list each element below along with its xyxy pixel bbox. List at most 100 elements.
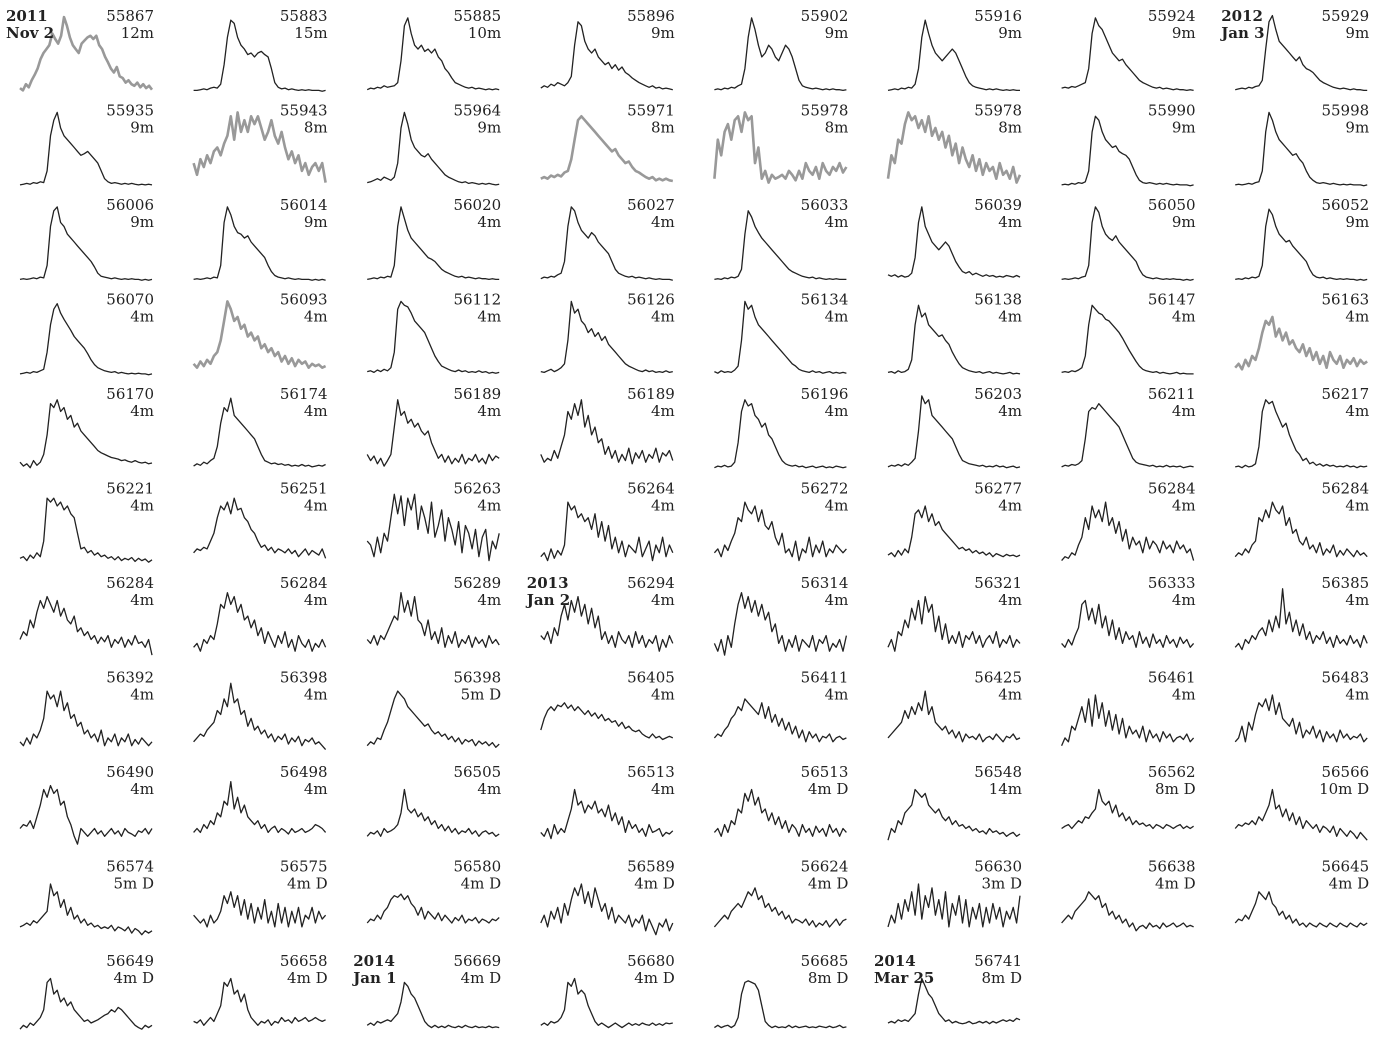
panel-duration-label: 4m bbox=[1345, 308, 1369, 326]
panel-date-day: Jan 2 bbox=[525, 591, 570, 609]
profile-line bbox=[713, 501, 847, 562]
panel-id-label: 56174 bbox=[280, 385, 328, 403]
panel-id-label: 56039 bbox=[974, 196, 1022, 214]
profile-line bbox=[887, 304, 1021, 375]
profile-line bbox=[366, 17, 500, 91]
panel-duration-label: 10m bbox=[468, 24, 501, 42]
panel-id-label: 55971 bbox=[627, 102, 675, 120]
profile-line bbox=[887, 505, 1021, 558]
profile-line bbox=[1061, 891, 1194, 932]
profile-line bbox=[887, 690, 1021, 743]
profile-line bbox=[713, 111, 848, 184]
profile-line bbox=[540, 501, 674, 562]
profile-line bbox=[540, 206, 673, 281]
panel-id-label: 55978 bbox=[801, 102, 849, 120]
profile-line bbox=[713, 887, 847, 928]
profile-line bbox=[713, 788, 847, 837]
panel-date-day: Jan 1 bbox=[351, 969, 396, 987]
profile-line bbox=[1061, 304, 1194, 375]
panel-id-label: 56513 bbox=[627, 763, 675, 781]
profile-line bbox=[887, 206, 1021, 278]
panel-id-label: 56052 bbox=[1321, 196, 1369, 214]
profile-line bbox=[367, 300, 500, 374]
profile-line bbox=[193, 497, 327, 559]
panel-duration-label: 4m bbox=[998, 686, 1022, 704]
profile-line bbox=[540, 21, 673, 91]
panel-id-label: 56314 bbox=[801, 574, 849, 592]
panel-id-label: 56217 bbox=[1321, 385, 1369, 403]
panel-id-label: 56741 bbox=[974, 952, 1022, 970]
panel-duration-label: 4m bbox=[998, 308, 1022, 326]
profile-line bbox=[1234, 501, 1368, 558]
panel-duration-label: 4m bbox=[130, 402, 154, 420]
profile-line bbox=[1061, 115, 1194, 187]
profile-line bbox=[886, 111, 1022, 184]
profile-line bbox=[19, 883, 153, 936]
panel-id-label: 56498 bbox=[280, 763, 328, 781]
panel-id-label: 56126 bbox=[627, 291, 675, 309]
profile-line bbox=[193, 781, 327, 835]
panel-duration-label: 4m D bbox=[1329, 875, 1370, 893]
profile-line bbox=[714, 399, 847, 469]
panel-duration-label: 14m bbox=[989, 780, 1022, 798]
profile-line bbox=[366, 493, 500, 562]
panel-duration-label: 8m bbox=[304, 119, 328, 137]
panel-id-label: 56461 bbox=[1148, 669, 1196, 687]
profile-line bbox=[714, 17, 847, 92]
panel-id-label: 56272 bbox=[801, 480, 849, 498]
profile-line bbox=[366, 592, 500, 648]
profile-line bbox=[540, 788, 674, 840]
panel-duration-label: 4m D bbox=[634, 875, 675, 893]
panel-duration-label: 8m bbox=[825, 119, 849, 137]
panel-duration-label: 8m bbox=[651, 119, 675, 137]
panel-id-label: 55929 bbox=[1321, 7, 1369, 25]
profile-line bbox=[193, 592, 327, 652]
panel-id-label: 56203 bbox=[974, 385, 1022, 403]
panel-duration-label: 4m D bbox=[634, 969, 675, 987]
profile-line bbox=[366, 399, 500, 467]
panel-id-label: 56575 bbox=[280, 858, 328, 876]
profile-line bbox=[367, 206, 500, 281]
panel-duration-label: 12m bbox=[121, 24, 154, 42]
panel-duration-label: 9m bbox=[1172, 24, 1196, 42]
panel-id-label: 55978 bbox=[974, 102, 1022, 120]
panel-duration-label: 10m D bbox=[1319, 780, 1369, 798]
panel-duration-label: 4m bbox=[1172, 591, 1196, 609]
panel-duration-label: 4m bbox=[1172, 308, 1196, 326]
panel-id-label: 55883 bbox=[280, 7, 328, 25]
panel-duration-label: 9m bbox=[1345, 213, 1369, 231]
panel-duration-label: 3m D bbox=[981, 875, 1022, 893]
panel-duration-label: 4m bbox=[304, 686, 328, 704]
panel-id-label: 56392 bbox=[106, 669, 154, 687]
profile-line bbox=[19, 497, 153, 563]
panel-id-label: 56070 bbox=[106, 291, 154, 309]
panel-id-label: 56566 bbox=[1321, 763, 1369, 781]
panel-id-label: 56685 bbox=[801, 952, 849, 970]
panel-id-label: 55990 bbox=[1148, 102, 1196, 120]
panel-duration-label: 4m bbox=[651, 497, 675, 515]
